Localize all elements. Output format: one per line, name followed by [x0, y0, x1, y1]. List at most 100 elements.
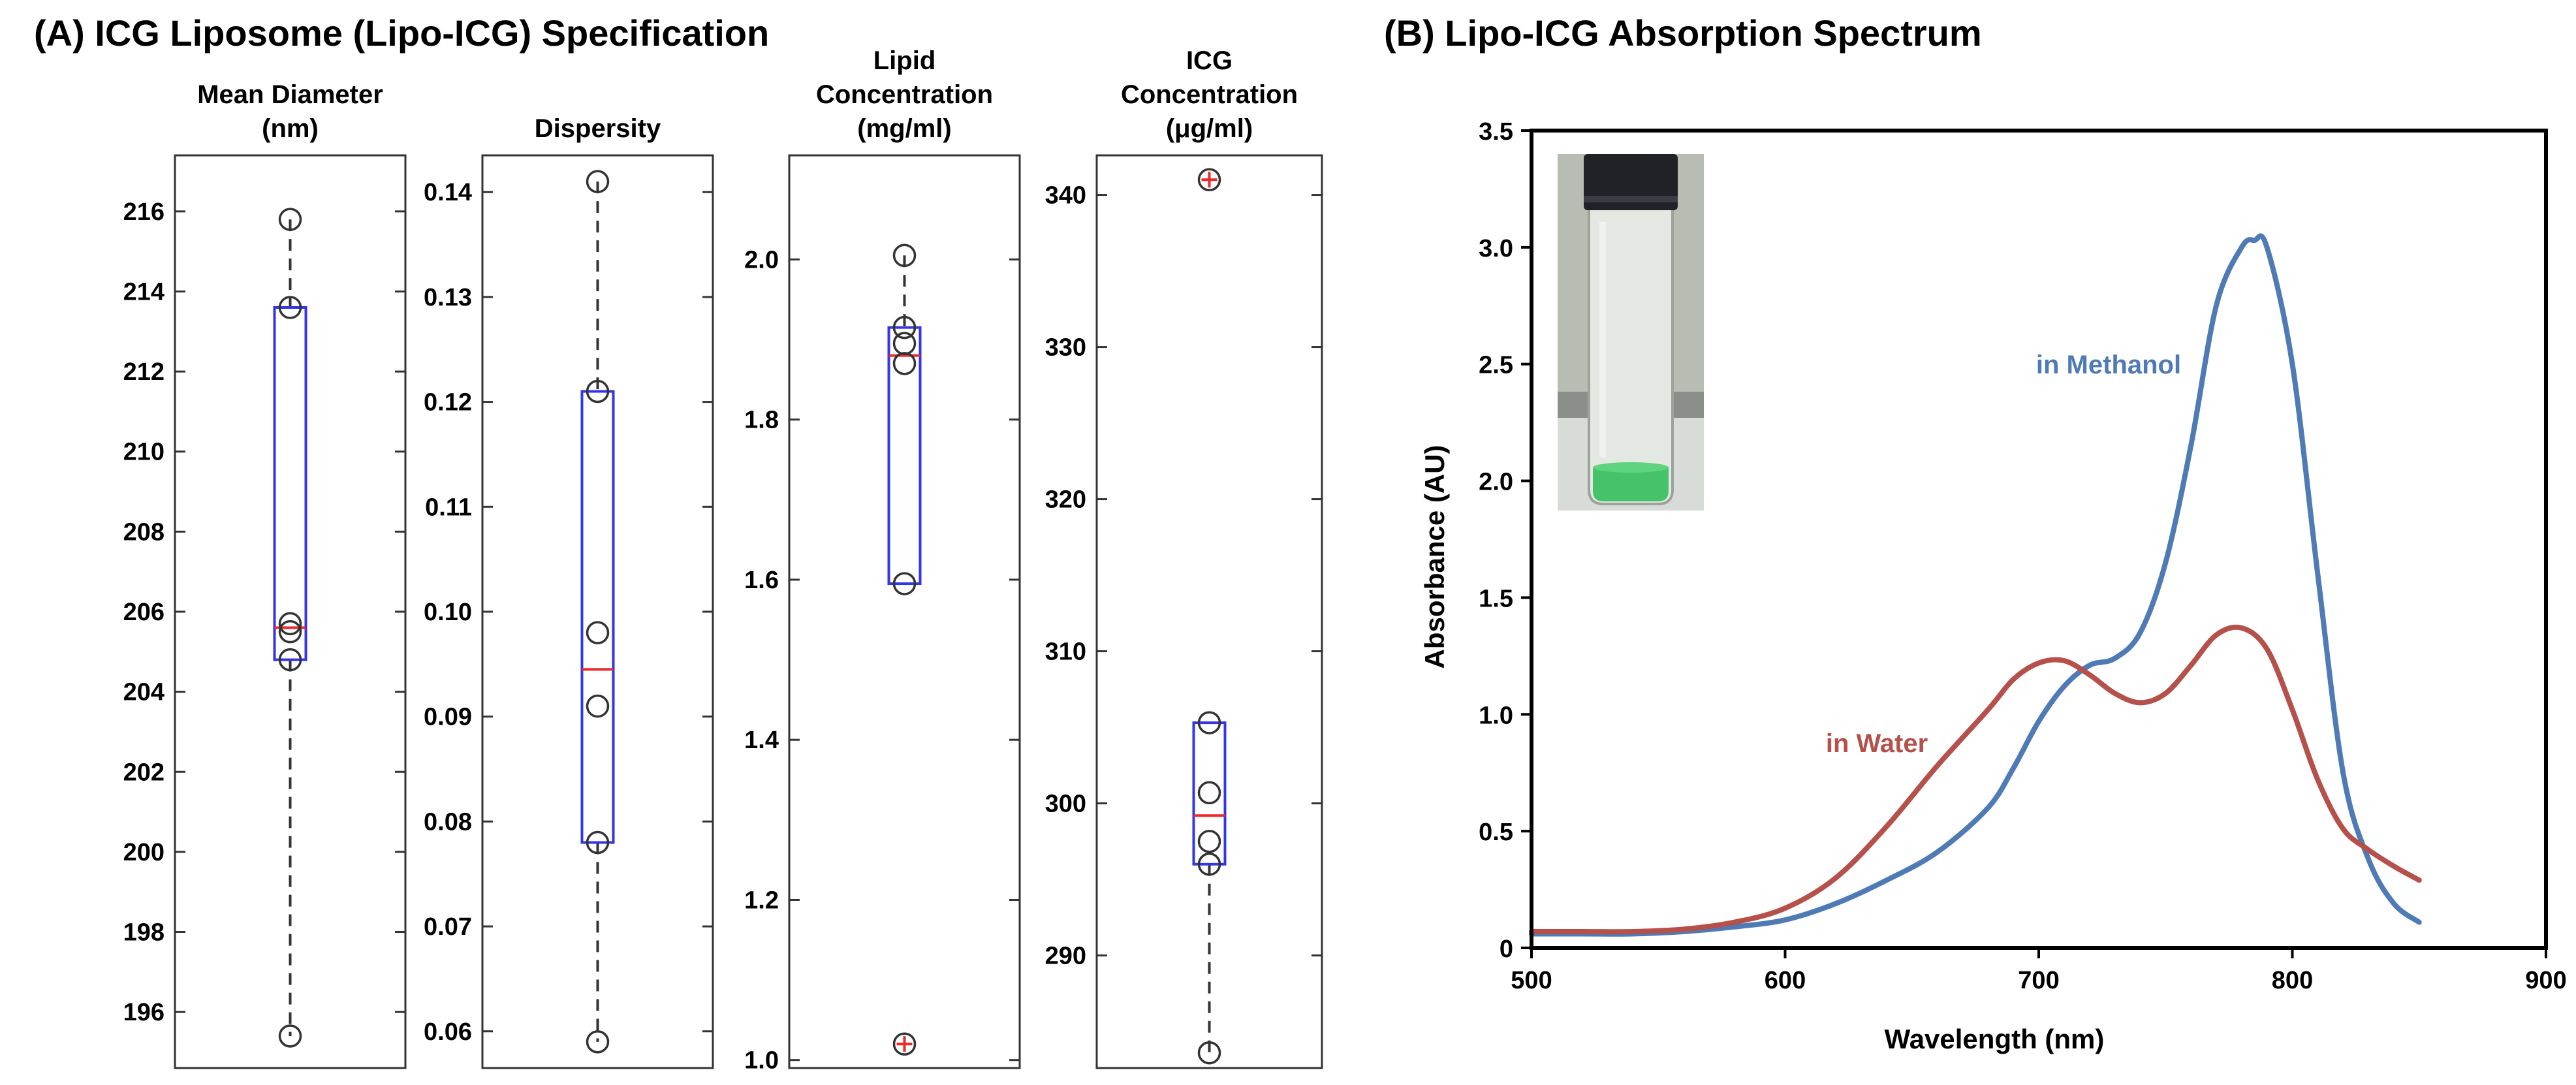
x-tick-label: 700	[2018, 967, 2059, 994]
data-point	[278, 620, 302, 644]
boxplot-3: Lipid Concentration (mg/ml) 1.0 1.2 1.4 1.6 1.8…	[744, 46, 1021, 1075]
boxplot-2: Dispersity 0.06 0.07 0.08 0.09 0.10 0.11 0.12 0.…	[424, 114, 714, 1069]
data-point	[586, 379, 610, 403]
vial-photo	[1558, 154, 1704, 511]
plot-frame	[1530, 129, 2548, 950]
boxplot-title-line: (mg/ml)	[857, 114, 951, 143]
y-tick-label: 0.11	[425, 494, 472, 521]
data-point	[892, 315, 917, 339]
boxplot-title-line: Dispersity	[535, 114, 661, 143]
boxplot-title-line: Mean Diameter	[197, 80, 383, 109]
data-point	[892, 572, 917, 595]
boxplot-frame	[1095, 154, 1323, 1069]
data-point	[1197, 1041, 1221, 1065]
data-point	[586, 830, 610, 855]
boxplot-title-line: Concentration	[1121, 80, 1298, 109]
y-axis-label: Absorbance (AU)	[1419, 445, 1450, 668]
boxplot-title-line: Concentration	[816, 80, 993, 109]
y-tick-label: 3.0	[1479, 235, 1513, 262]
y-tick-label: 290	[1045, 943, 1086, 970]
data-point	[278, 648, 302, 672]
iqr-box	[273, 306, 307, 661]
data-point	[586, 170, 610, 193]
data-point	[586, 1030, 610, 1054]
data-point	[278, 208, 302, 231]
data-point	[1197, 853, 1221, 876]
y-tick-label: 206	[123, 599, 165, 626]
y-tick-label: 0.08	[424, 808, 472, 836]
boxplot-title-line: (μg/ml)	[1166, 114, 1253, 143]
y-tick-label: 3.5	[1479, 118, 1513, 146]
boxplot-frame	[788, 154, 1021, 1069]
y-tick-label: 300	[1045, 791, 1086, 818]
x-tick-label: 600	[1765, 967, 1806, 994]
data-point	[278, 296, 302, 319]
panel-b-spectrum: Wavelength (nm) Absorbance (AU) 500 600 70…	[1419, 118, 2567, 1054]
iqr-box	[1192, 721, 1227, 866]
boxplot-1: Mean Diameter (nm) 196 198 200 202 204 206 208 21…	[123, 80, 407, 1069]
iqr-box	[580, 390, 615, 844]
panel-a-boxplots: Mean Diameter (nm) 196 198 200 202 204 206 208 21…	[123, 46, 1323, 1075]
boxplot-title-line: Lipid	[873, 46, 936, 75]
outlier-point	[1197, 168, 1221, 192]
y-tick-label: 202	[123, 759, 165, 786]
y-tick-label: 2.0	[744, 246, 779, 274]
data-point	[892, 244, 917, 268]
data-point	[1197, 830, 1221, 853]
y-tick-label: 0.07	[424, 913, 472, 941]
series-line-in-methanol	[1529, 233, 2422, 937]
y-tick-label: 0.5	[1479, 819, 1513, 846]
y-tick-label: 2.0	[1479, 469, 1513, 496]
y-tick-label: 0.14	[424, 179, 472, 206]
series-label-in-water: in Water	[1826, 729, 1928, 758]
y-tick-label: 196	[123, 999, 165, 1026]
boxplot-title-line: (nm)	[262, 114, 319, 143]
y-tick-label: 330	[1045, 334, 1086, 362]
y-tick-label: 0.09	[424, 704, 472, 731]
y-tick-label: 0.13	[424, 284, 472, 311]
data-point	[278, 612, 302, 636]
y-tick-label: 208	[123, 518, 165, 546]
y-tick-label: 216	[123, 198, 165, 226]
y-tick-label: 214	[123, 278, 165, 306]
y-tick-label: 1.2	[744, 887, 779, 914]
y-tick-label: 340	[1045, 182, 1086, 210]
y-tick-label: 210	[123, 439, 165, 466]
y-tick-label: 1.5	[1479, 585, 1513, 612]
outlier-point	[892, 1032, 917, 1056]
data-point	[1197, 711, 1221, 734]
series-line-in-water	[1529, 624, 2422, 935]
y-tick-label: 310	[1045, 638, 1086, 666]
y-tick-label: 1.4	[744, 727, 779, 754]
x-tick-label: 800	[2272, 967, 2313, 994]
spectrum-plot-area: 500 600 700 800 900 0 0.5 1.0 1.5 2.0 2.5 3.0 3.5 in …	[1479, 118, 2567, 994]
y-tick-label: 204	[123, 679, 165, 706]
y-tick-label: 1.6	[744, 567, 779, 594]
series-label-in-methanol: in Methanol	[2036, 351, 2181, 379]
y-tick-label: 0.10	[424, 599, 472, 626]
y-tick-label: 0.12	[424, 389, 472, 417]
y-tick-label: 1.8	[744, 407, 779, 434]
y-tick-label: 1.0	[744, 1047, 779, 1075]
x-tick-label: 500	[1511, 967, 1552, 994]
outlier-circle	[1197, 168, 1221, 192]
y-tick-label: 198	[123, 919, 165, 947]
data-point	[586, 694, 610, 718]
boxplot-title-line: ICG	[1186, 46, 1233, 75]
y-tick-label: 200	[123, 839, 165, 866]
outlier-circle	[892, 1032, 917, 1056]
panel-a-title: (A) ICG Liposome (Lipo-ICG) Specificatio…	[34, 12, 769, 54]
data-point	[892, 352, 917, 375]
x-tick-label: 900	[2525, 967, 2566, 994]
y-tick-label: 2.5	[1479, 352, 1513, 379]
panel-b-title: (B) Lipo-ICG Absorption Spectrum	[1384, 12, 1982, 54]
data-point	[278, 1024, 302, 1048]
boxplot-4: ICG Concentration (μg/ml) 290 300 310 320 330 34…	[1045, 46, 1323, 1069]
x-axis-label: Wavelength (nm)	[1885, 1024, 2105, 1054]
y-tick-label: 0	[1500, 936, 1513, 963]
iqr-box	[887, 326, 922, 586]
data-point	[586, 621, 610, 644]
y-tick-label: 320	[1045, 486, 1086, 514]
y-tick-label: 1.0	[1479, 702, 1513, 729]
